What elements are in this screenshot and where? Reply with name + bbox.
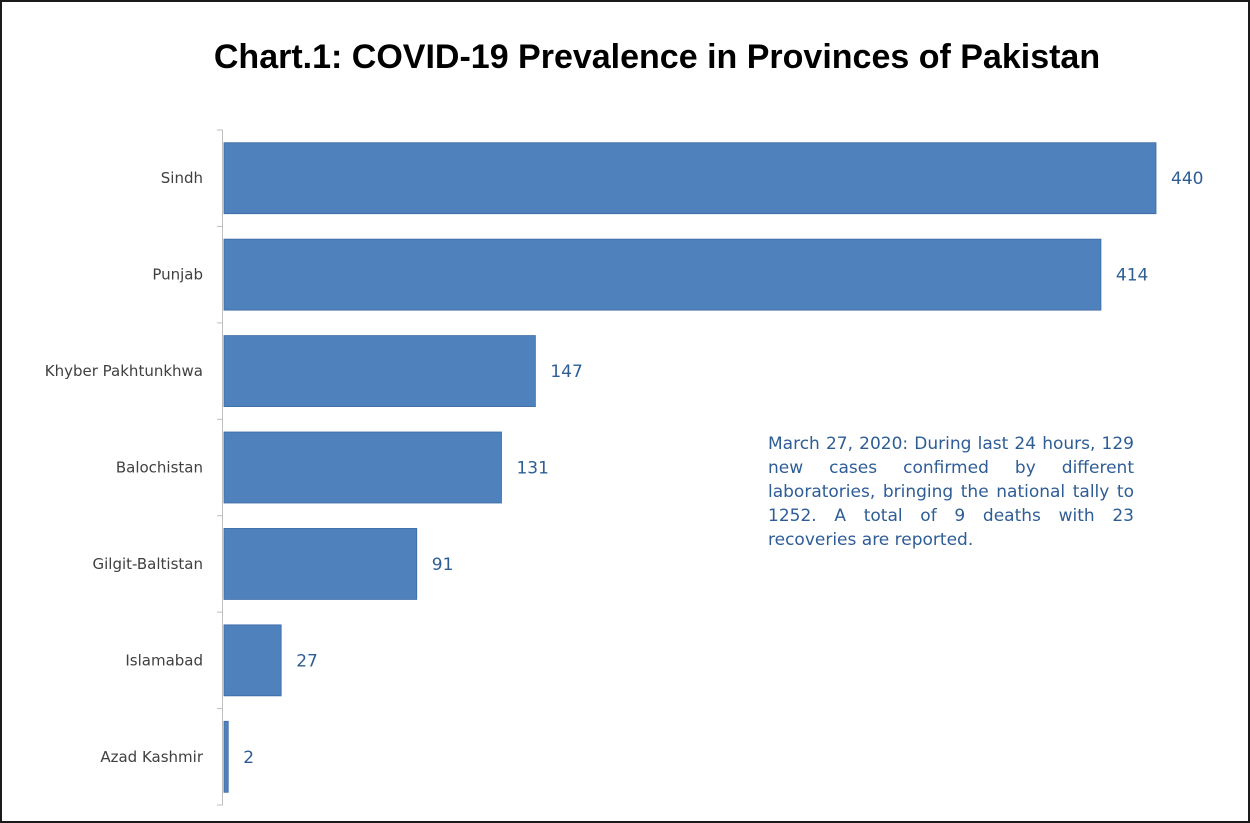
chart-title: Chart.1: COVID-19 Prevalence in Province…: [213, 38, 1101, 76]
category-label: Azad Kashmir: [100, 748, 203, 766]
bar-gilgit-baltistan: [223, 528, 418, 600]
data-label: 131: [516, 459, 548, 479]
bar-sindh: [223, 142, 1157, 215]
data-label: 414: [1116, 266, 1148, 286]
category-label: Punjab: [152, 266, 203, 284]
bar-khyber-pakhtunkhwa: [223, 335, 536, 407]
bar-islamabad: [223, 624, 282, 697]
bar-azad-kashmir: [223, 720, 229, 793]
category-label: Sindh: [161, 169, 203, 187]
category-label: Khyber Pakhtunkhwa: [45, 362, 203, 380]
category-label: Balochistan: [116, 459, 203, 477]
bar-punjab: [223, 238, 1102, 311]
bar-balochistan: [223, 431, 502, 504]
data-label: 27: [296, 651, 318, 671]
data-label: 2: [243, 748, 254, 768]
category-label: Islamabad: [125, 651, 203, 669]
data-label: 91: [432, 555, 454, 575]
chart-annotation: March 27, 2020: During last 24 hours, 12…: [768, 434, 1134, 550]
category-label: Gilgit-Baltistan: [92, 555, 203, 573]
data-label: 440: [1171, 169, 1203, 189]
data-label: 147: [550, 362, 582, 382]
